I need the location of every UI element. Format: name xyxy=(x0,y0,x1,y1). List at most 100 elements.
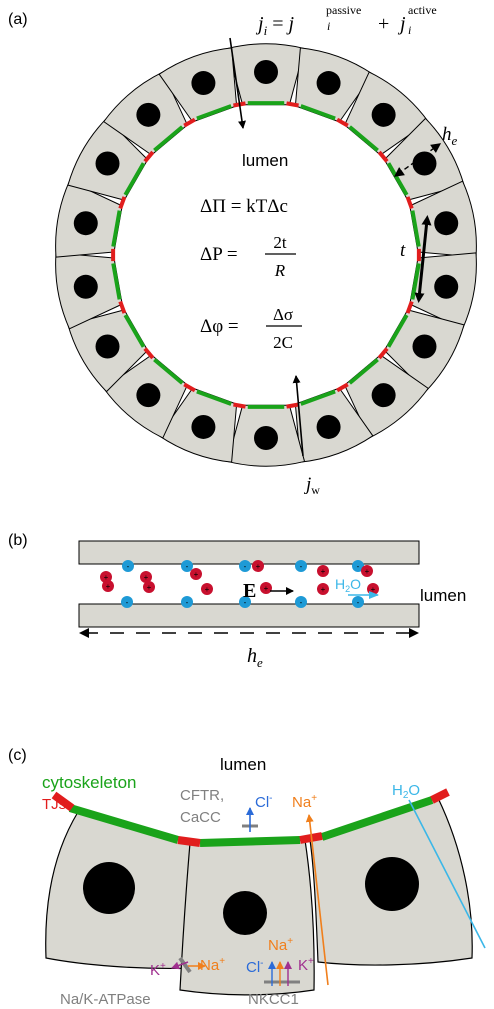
negative-ion xyxy=(181,596,193,608)
positive-ion-sign: + xyxy=(106,582,111,591)
positive-ion xyxy=(317,583,329,595)
positive-ion xyxy=(317,565,329,577)
svg-text:2t: 2t xyxy=(273,233,287,252)
tight-junction xyxy=(143,150,155,163)
cytoskeleton-segment xyxy=(386,314,409,348)
na-label-pump: Na+ xyxy=(200,956,225,974)
lumen-label-a: lumen xyxy=(242,151,288,170)
negative-ion xyxy=(352,596,364,608)
thickness-label: t xyxy=(400,240,406,261)
tight-junction xyxy=(183,382,196,393)
cytoskeleton-segment xyxy=(111,263,122,300)
na-label-nkcc: Na+ xyxy=(268,936,293,954)
negative-ion xyxy=(181,560,193,572)
positive-ion-sign: + xyxy=(256,562,261,571)
tight-junction xyxy=(286,402,299,409)
osmotic-pressure-equation: ΔΠ = kTΔc xyxy=(200,196,288,217)
negative-ion-sign: - xyxy=(244,562,247,571)
svg-text:R: R xyxy=(274,261,286,280)
negative-ion-sign: - xyxy=(127,562,130,571)
positive-ion-sign: + xyxy=(365,567,370,576)
left-cell-nucleus xyxy=(83,862,135,914)
panel-c-label: (c) xyxy=(8,747,27,764)
negative-ion xyxy=(122,560,134,572)
positive-ion xyxy=(190,568,202,580)
cytoskeleton-label: cytoskeleton xyxy=(42,773,137,792)
negative-ion-sign: - xyxy=(244,598,247,607)
svg-text:j: j xyxy=(397,13,406,35)
positive-ion-sign: + xyxy=(194,570,199,579)
ring-cell-nucleus xyxy=(254,60,278,84)
negative-ion-sign: - xyxy=(357,598,360,607)
apical-cytoskeleton xyxy=(68,796,434,847)
tight-junction xyxy=(118,300,127,314)
positive-ion xyxy=(100,571,112,583)
negative-ion xyxy=(352,560,364,572)
tight-junction xyxy=(377,347,389,360)
negative-ion-sign: - xyxy=(126,598,129,607)
cytoskeleton-segment xyxy=(123,314,146,348)
water-label-c: H2O xyxy=(392,782,420,801)
positive-ion-sign: + xyxy=(147,583,152,592)
ring-cell-nucleus xyxy=(73,274,98,299)
water-path-c xyxy=(408,799,486,949)
tight-junction xyxy=(336,117,349,128)
cl-label-top: Cl- xyxy=(255,793,273,811)
panel-a-label: (a) xyxy=(8,11,28,28)
lumen-label-b: lumen xyxy=(420,586,466,605)
negative-ion xyxy=(121,596,133,608)
svg-text:2C: 2C xyxy=(273,333,293,352)
tight-junction xyxy=(233,402,246,409)
channel-length-label: he xyxy=(247,645,263,670)
cytoskeleton-segment xyxy=(348,358,379,385)
positive-ion-sign: + xyxy=(371,585,376,594)
positive-ion xyxy=(260,582,272,594)
ring-cell-nucleus xyxy=(412,334,437,359)
electric-potential-equation: Δφ = Δσ 2C xyxy=(200,305,302,352)
flux-arrow xyxy=(229,37,246,129)
positive-ion xyxy=(252,560,264,572)
positive-ion-sign: + xyxy=(205,585,210,594)
tjs-label: TJs xyxy=(42,796,66,813)
ring-cell-nucleus xyxy=(371,102,396,127)
panel-b-label: (b) xyxy=(8,532,28,549)
svg-text:i: i xyxy=(408,23,411,37)
tight-junction xyxy=(183,117,196,128)
nkcc1-label: NKCC1 xyxy=(248,991,299,1008)
k-label-nkcc: K+ xyxy=(298,956,314,974)
cytoskeleton-segment xyxy=(153,125,184,152)
tight-junctions xyxy=(51,788,450,847)
negative-ion xyxy=(239,596,251,608)
k-label-pump: K+ xyxy=(150,961,166,979)
negative-ion-sign: - xyxy=(186,598,189,607)
positive-ion xyxy=(201,583,213,595)
svg-text:ΔP =: ΔP = xyxy=(200,244,238,265)
svg-text:passive: passive xyxy=(326,3,361,17)
ring-cell-nucleus xyxy=(95,151,120,176)
cftr-label: CFTR, xyxy=(180,787,224,804)
tight-junction xyxy=(286,101,299,108)
negative-ion xyxy=(295,560,307,572)
svg-text:Δσ: Δσ xyxy=(273,305,293,324)
negative-ion-sign: - xyxy=(357,562,360,571)
na-label-top: Na+ xyxy=(292,793,317,811)
tight-junction xyxy=(377,150,389,163)
negative-ion xyxy=(295,596,307,608)
cl-label-nkcc: Cl- xyxy=(246,958,264,976)
ion-layer: - - - - -- - - - -+ + +++ ++ + + + + + xyxy=(100,560,379,608)
negative-ion-sign: - xyxy=(186,562,189,571)
positive-ion xyxy=(143,581,155,593)
svg-text:i: i xyxy=(327,19,330,33)
nak-atpase-pump xyxy=(178,956,192,974)
lower-membrane xyxy=(78,603,420,628)
electric-field-label: E xyxy=(243,580,256,602)
k-pump-arrow xyxy=(171,961,189,970)
cytoskeleton-segment xyxy=(386,162,409,196)
flux-equation: ji = j i passive + j i active xyxy=(255,3,437,38)
cytoskeleton-segment xyxy=(300,104,336,121)
tight-junction xyxy=(405,196,414,210)
positive-ion xyxy=(361,565,373,577)
cytoskeleton-segment xyxy=(196,389,232,406)
positive-ion-sign: + xyxy=(104,573,109,582)
water-flux-label: jw xyxy=(303,474,320,497)
